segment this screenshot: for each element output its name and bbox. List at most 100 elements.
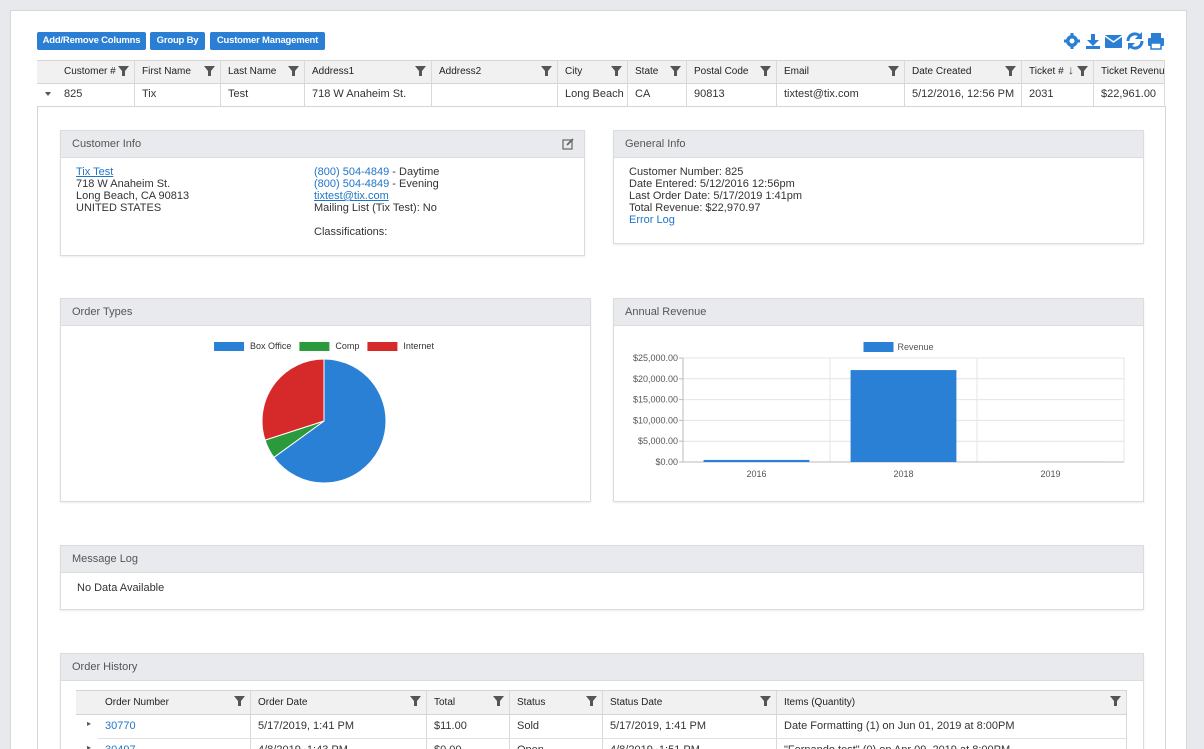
mailing-list: Mailing List (Tix Test): No (314, 202, 437, 214)
filter-icon[interactable] (415, 66, 426, 77)
filter-icon[interactable] (1005, 66, 1016, 77)
pie-slice (261, 358, 325, 441)
customer-management-button[interactable]: Customer Management (210, 32, 325, 50)
history-cell: $11.00 (427, 715, 510, 739)
x-tick-label: 2019 (1040, 469, 1060, 479)
grid-cell: 5/12/2016, 12:56 PM (905, 83, 1022, 106)
history-cell: 5/17/2019, 1:41 PM (251, 715, 427, 739)
grid-cell: Test (221, 83, 305, 106)
legend-swatch (214, 342, 245, 351)
y-tick-label: $25,000.00 (633, 353, 678, 363)
pie-slice (273, 358, 387, 484)
y-tick-label: $5,000.00 (638, 436, 678, 446)
info-line: Customer Number: 825 (629, 166, 744, 178)
column-header: Ticket # (1022, 61, 1094, 83)
filter-icon[interactable] (118, 66, 129, 77)
phone-label: - Daytime (389, 166, 440, 178)
filter-icon[interactable] (760, 66, 771, 77)
error-log-link[interactable]: Error Log (629, 214, 675, 226)
edit-icon[interactable] (562, 138, 574, 150)
filter-icon[interactable] (541, 66, 552, 77)
phone-label: - Evening (389, 178, 439, 190)
column-header: Address1 (305, 61, 432, 83)
filter-icon[interactable] (1110, 696, 1121, 707)
history-cell: $0.00 (427, 739, 510, 749)
expand-arrow[interactable]: ▸ (87, 743, 92, 749)
customer-name-link[interactable]: Tix Test (76, 166, 114, 178)
column-header: Items (Quantity) (777, 691, 1127, 714)
grid-cell: tixtest@tix.com (777, 83, 905, 106)
legend-label: Internet (403, 341, 434, 351)
panel-title: General Info (614, 131, 1143, 158)
grid-cell: 90813 (687, 83, 777, 106)
grid-cell (432, 83, 558, 106)
phone-link[interactable]: (800) 504-4849 (314, 166, 390, 178)
collapse-arrow[interactable] (44, 90, 52, 98)
column-header: Email (777, 61, 905, 83)
history-cell: Date Formatting (1) on Jun 01, 2019 at 8… (777, 715, 1127, 739)
info-line: Total Revenue: $22,970.97 (629, 202, 761, 214)
download-icon[interactable] (1086, 34, 1100, 49)
phone-link[interactable]: (800) 504-4849 (314, 178, 390, 190)
column-header: Customer # (57, 61, 135, 83)
filter-icon[interactable] (586, 696, 597, 707)
column-header: Date Created (905, 61, 1022, 83)
filter-icon[interactable] (410, 696, 421, 707)
filter-icon[interactable] (493, 696, 504, 707)
panel-title: Message Log (61, 546, 1143, 573)
expand-arrow[interactable]: ▸ (87, 719, 92, 728)
legend-swatch (299, 342, 330, 351)
column-header: Order Number (98, 691, 251, 714)
panel-title: Order Types (61, 299, 590, 326)
settings-icon[interactable] (1064, 33, 1080, 49)
filter-icon[interactable] (611, 66, 622, 77)
toolbar-icons (1064, 32, 1164, 50)
detail-border (1165, 106, 1166, 749)
email-icon[interactable] (1104, 35, 1123, 48)
grid-cell: $22,961.00 (1094, 83, 1165, 106)
panel-title: Annual Revenue (614, 299, 1143, 326)
grid-cell: Tix (135, 83, 221, 106)
column-header: State (628, 61, 687, 83)
filter-icon[interactable] (760, 696, 771, 707)
grid-cell: 718 W Anaheim St. (305, 83, 432, 106)
message-log-panel: Message Log No Data Available (60, 545, 1144, 610)
filter-icon[interactable] (888, 66, 899, 77)
panel-title: Customer Info (61, 131, 584, 158)
general-info-lines: Customer Number: 825 Date Entered: 5/12/… (629, 166, 802, 226)
email-link[interactable]: tixtest@tix.com (314, 190, 389, 202)
message-log-text: No Data Available (77, 582, 165, 594)
column-header: First Name (135, 61, 221, 83)
filter-icon[interactable] (1077, 66, 1088, 77)
grid-header (37, 60, 1165, 84)
y-tick-label: $20,000.00 (633, 374, 678, 384)
bar-chart: $0.00 $5,000.00 $10,000.00 $15,000.00 $20,00… (633, 342, 1125, 479)
add-remove-columns-button[interactable]: Add/Remove Columns (37, 32, 146, 50)
grid-cell: CA (628, 83, 687, 106)
info-line: Last Order Date: 5/17/2019 1:41pm (629, 190, 803, 202)
y-tick-label: $10,000.00 (633, 415, 678, 425)
legend-swatch (367, 342, 398, 351)
bar (703, 459, 810, 462)
grid-row (37, 83, 1165, 107)
sort-arrow: ↓ (1068, 63, 1074, 77)
customer-address: Tix Test 718 W Anaheim St. Long Beach, C… (76, 166, 189, 214)
group-by-button[interactable]: Group By (150, 32, 205, 50)
y-tick-label: $0.00 (655, 457, 678, 467)
x-tick-label: 2018 (893, 469, 913, 479)
history-cell[interactable]: 30497 (98, 739, 251, 749)
filter-icon[interactable] (288, 66, 299, 77)
filter-icon[interactable] (670, 66, 681, 77)
panel-title: Order History (61, 654, 1143, 681)
address-line: 718 W Anaheim St. (76, 178, 171, 190)
column-header: Address2 (432, 61, 558, 83)
history-cell[interactable]: 30770 (98, 715, 251, 739)
print-icon[interactable] (1148, 33, 1164, 50)
filter-icon[interactable] (234, 696, 245, 707)
refresh-icon[interactable] (1126, 32, 1144, 50)
history-cell: "Fernando test" (0) on Apr 09, 2019 at 8… (777, 739, 1127, 749)
filter-icon[interactable] (204, 66, 215, 77)
address-line: Long Beach, CA 90813 (76, 190, 190, 202)
legend-label: Revenue (898, 342, 934, 352)
